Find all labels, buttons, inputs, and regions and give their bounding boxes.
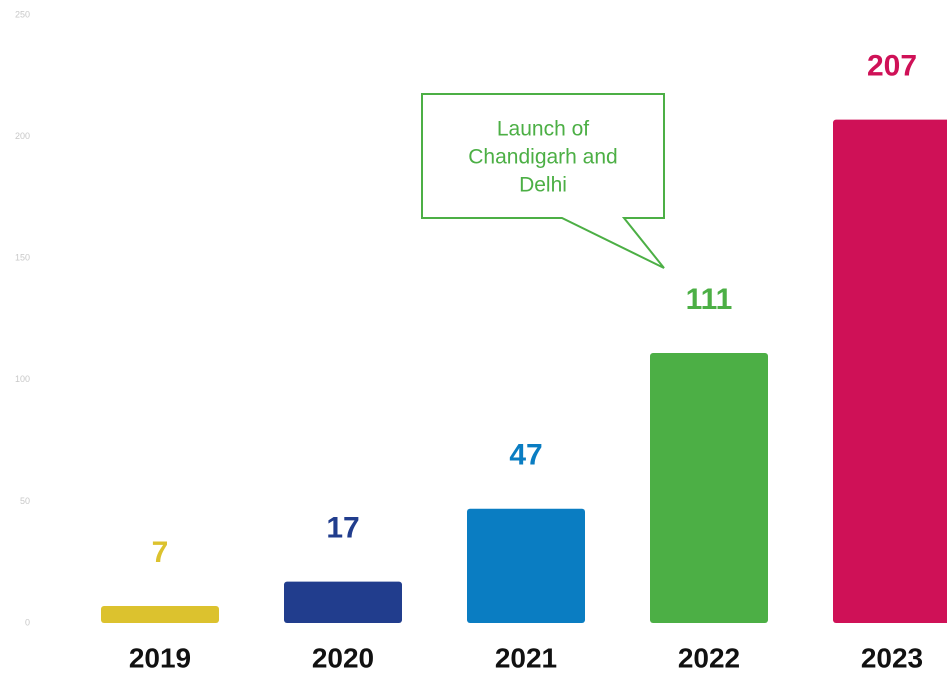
bar: [284, 581, 402, 623]
value-label: 47: [509, 439, 542, 472]
bar: [101, 605, 219, 623]
annotation-line: Launch of: [497, 118, 589, 141]
value-label: 17: [326, 512, 359, 545]
x-tick-label: 2023: [861, 642, 923, 673]
bar: [650, 353, 768, 623]
y-tick-label: 200: [15, 131, 30, 141]
x-tick-label: 2022: [678, 642, 740, 673]
callout-box: [421, 93, 665, 269]
y-tick-label: 100: [15, 374, 30, 384]
y-tick-label: 250: [15, 9, 30, 19]
callout: Launch of Chandigarh and Delhi: [421, 93, 665, 269]
x-tick-label: 2020: [312, 642, 374, 673]
bar: [467, 508, 585, 623]
value-label: 207: [867, 49, 917, 82]
x-tick-label: 2021: [495, 642, 557, 673]
annotation-line: Delhi: [519, 174, 567, 197]
y-tick-label: 150: [15, 253, 30, 263]
y-tick-label: 50: [20, 496, 30, 506]
bar: [833, 119, 947, 623]
y-tick-label: 0: [25, 617, 30, 627]
x-tick-label: 2019: [129, 642, 191, 673]
annotation-line: Chandigarh and: [468, 146, 617, 169]
value-label: 111: [686, 283, 733, 316]
value-label: 7: [152, 536, 169, 569]
